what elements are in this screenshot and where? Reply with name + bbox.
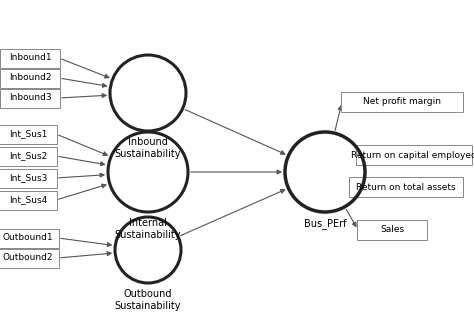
Text: Int_Sus4: Int_Sus4	[9, 195, 47, 205]
FancyBboxPatch shape	[0, 248, 59, 268]
Text: Net profit margin: Net profit margin	[363, 97, 441, 107]
FancyBboxPatch shape	[0, 69, 60, 87]
FancyBboxPatch shape	[341, 92, 463, 112]
Text: Outbound2: Outbound2	[3, 253, 53, 262]
Text: Return on capital employed: Return on capital employed	[351, 150, 474, 159]
Text: Internal
Sustainability: Internal Sustainability	[115, 218, 181, 240]
Text: Inbound
Sustainability: Inbound Sustainability	[115, 137, 181, 159]
Text: Int_Sus3: Int_Sus3	[9, 174, 47, 182]
Text: Int_Sus2: Int_Sus2	[9, 151, 47, 160]
FancyBboxPatch shape	[349, 177, 463, 197]
Text: Int_Sus1: Int_Sus1	[9, 129, 47, 139]
Text: Bus_PErf: Bus_PErf	[304, 218, 346, 229]
Text: Return on total assets: Return on total assets	[356, 182, 456, 191]
Text: Outbound1: Outbound1	[3, 234, 53, 243]
FancyBboxPatch shape	[357, 220, 427, 240]
Text: Sales: Sales	[380, 225, 404, 235]
Text: Outbound
Sustainability: Outbound Sustainability	[115, 289, 181, 312]
Text: Inbound2: Inbound2	[9, 74, 51, 82]
FancyBboxPatch shape	[0, 147, 57, 166]
FancyBboxPatch shape	[0, 169, 57, 187]
FancyBboxPatch shape	[0, 124, 57, 144]
Text: Inbound1: Inbound1	[9, 53, 51, 62]
FancyBboxPatch shape	[0, 88, 60, 108]
FancyBboxPatch shape	[0, 190, 57, 210]
FancyBboxPatch shape	[356, 145, 472, 165]
FancyBboxPatch shape	[0, 228, 59, 248]
FancyBboxPatch shape	[0, 49, 60, 68]
Text: Inbound3: Inbound3	[9, 93, 51, 103]
